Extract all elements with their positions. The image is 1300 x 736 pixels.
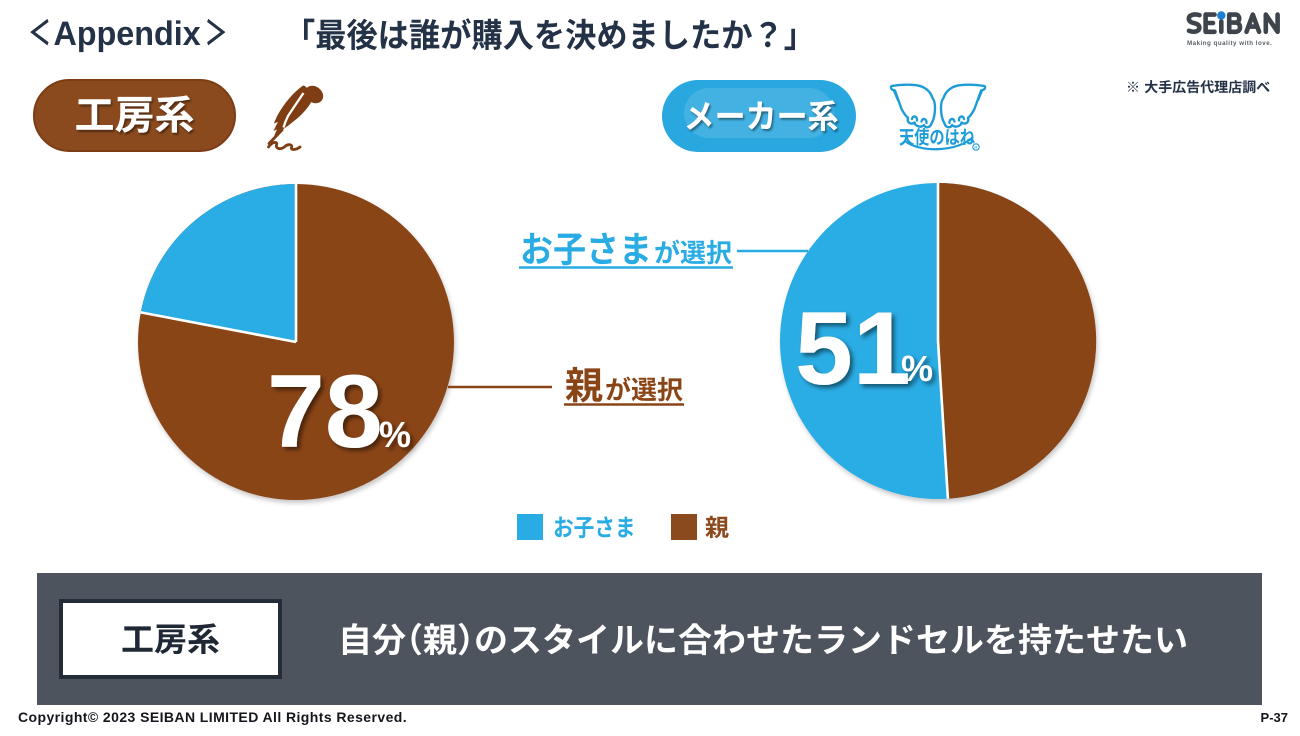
svg-text:51: 51 (795, 291, 911, 407)
svg-text:%: % (901, 348, 933, 389)
svg-text:Making quality with love.: Making quality with love. (1187, 40, 1272, 47)
svg-text:P-37: P-37 (1261, 710, 1288, 725)
svg-text:%: % (379, 414, 411, 455)
svg-text:78: 78 (267, 354, 383, 470)
svg-text:Copyright© 2023 SEIBAN LIMITED: Copyright© 2023 SEIBAN LIMITED All Right… (18, 709, 407, 725)
svg-text:R: R (974, 145, 977, 150)
